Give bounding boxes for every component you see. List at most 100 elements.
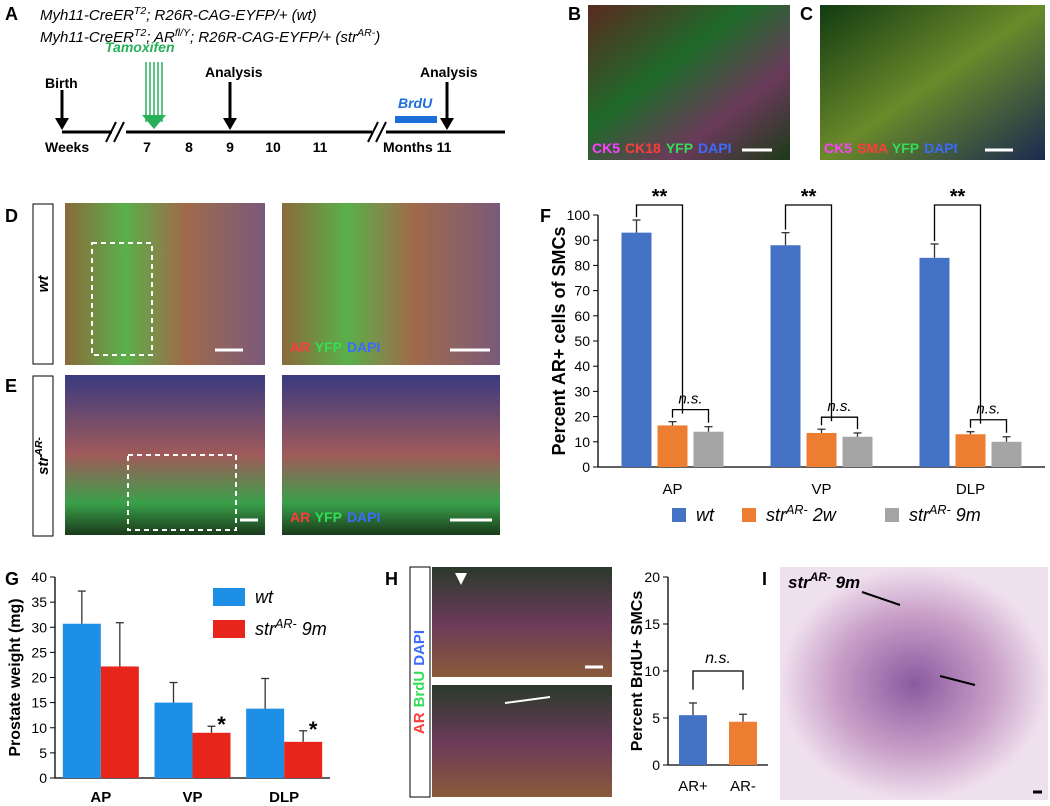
y-tick-label: 15 <box>31 695 47 711</box>
legend-swatch <box>213 588 245 606</box>
bar <box>679 715 707 765</box>
channel: DAPI <box>698 140 731 156</box>
bar <box>284 741 323 778</box>
bracket <box>969 419 1008 433</box>
panel-letter: A <box>5 4 18 24</box>
bar <box>192 732 231 778</box>
label: BrdU <box>398 95 433 111</box>
legend-label: strAR- 9m <box>909 503 981 525</box>
week-label: 9 <box>226 139 234 155</box>
x-tick-label: AP <box>662 481 682 498</box>
bracket <box>671 408 710 423</box>
y-tick-label: 40 <box>31 569 47 585</box>
panel-letter: H <box>385 569 398 589</box>
y-tick-label: 100 <box>567 207 591 223</box>
x-tick-label: AR- <box>730 778 756 795</box>
bracket <box>933 204 982 424</box>
y-tick-label: 70 <box>574 283 590 299</box>
week-label: 10 <box>265 139 281 155</box>
bar <box>842 436 873 467</box>
x-tick-label: AP <box>90 789 111 806</box>
error-bar <box>781 231 790 246</box>
channel: AR <box>290 339 310 355</box>
channel: DAPI <box>411 630 428 666</box>
channel: BrdU <box>411 671 428 708</box>
annotation: ** <box>652 186 668 208</box>
arrowheads <box>55 118 454 130</box>
bar <box>154 702 193 778</box>
annotation: * <box>217 712 226 737</box>
arrow <box>504 696 551 704</box>
channel-labels: AR BrdU DAPI <box>411 630 428 734</box>
week-label: 11 <box>313 139 328 155</box>
y-tick-label: 0 <box>39 770 47 786</box>
y-tick-label: 50 <box>574 333 590 349</box>
label: Analysis <box>205 64 263 80</box>
error-bar <box>169 681 178 703</box>
inset-box <box>127 454 237 531</box>
week-label: 7 <box>143 139 151 155</box>
genotype: Myh11-CreERT2; ARfl/Y; R26R-CAG-EYFP/+ (… <box>40 27 380 46</box>
label: Tamoxifen <box>105 39 175 55</box>
channel: CK5 <box>592 140 620 156</box>
micrograph <box>65 203 265 365</box>
bar <box>621 232 652 467</box>
channel: YFP <box>315 339 342 355</box>
annotation: n.s. <box>827 398 851 415</box>
superscript: T2 <box>134 5 146 17</box>
superscript: fl/Y <box>175 27 191 39</box>
bar <box>806 432 837 467</box>
legend-label: wt <box>255 587 274 607</box>
annotation: ** <box>801 186 817 208</box>
brdu-bar <box>395 116 437 123</box>
error-bar <box>668 420 677 426</box>
text-part: str <box>255 619 276 639</box>
bar <box>729 721 757 765</box>
legend-swatch <box>885 508 899 522</box>
annotation: n.s. <box>976 401 1000 418</box>
label-box <box>32 203 54 365</box>
week-ticks: 7 8 9 10 11 <box>143 139 328 155</box>
text-part: ; R26R-CAG-EYFP/+ (str <box>190 29 358 46</box>
y-tick-label: 10 <box>644 663 660 679</box>
arrow <box>939 675 976 686</box>
x-tick-label: DLP <box>956 481 985 498</box>
label-box <box>32 375 54 537</box>
label: Birth <box>45 75 78 91</box>
text-part: str <box>909 505 930 525</box>
y-tick-label: 20 <box>644 569 660 585</box>
panel-letter: C <box>800 4 813 24</box>
bracket <box>784 204 833 422</box>
channel: YFP <box>892 140 919 156</box>
y-tick-label: 5 <box>652 710 660 726</box>
y-tick-label: 10 <box>574 434 590 450</box>
error-bar <box>739 713 747 722</box>
y-tick-label: 0 <box>582 459 590 475</box>
channel: CK18 <box>625 140 661 156</box>
legend-swatch <box>213 620 245 638</box>
channel: DAPI <box>347 339 380 355</box>
panel-letter: I <box>762 569 767 589</box>
text-part: 9m <box>297 619 327 639</box>
text-part: 2w <box>808 505 837 525</box>
superscript: AR- <box>33 437 45 457</box>
text-part: Myh11-CreER <box>40 7 134 24</box>
text-part: ; AR <box>146 29 175 46</box>
channel: AR <box>411 712 428 734</box>
label: Months 11 <box>383 139 452 155</box>
y-tick-label: 25 <box>31 644 47 660</box>
inset-box <box>91 242 153 356</box>
y-tick-label: 10 <box>31 720 47 736</box>
panel-letter: G <box>5 569 19 589</box>
channel: CK5 <box>824 140 852 156</box>
micrograph <box>432 567 612 677</box>
x-tick-label: VP <box>182 789 202 806</box>
annotation: ** <box>950 186 966 208</box>
label-box <box>409 566 431 798</box>
bar <box>919 257 950 467</box>
error-bar <box>930 243 939 258</box>
micrograph <box>588 5 790 160</box>
text-part: 9m <box>951 505 981 525</box>
label: Analysis <box>420 64 478 80</box>
